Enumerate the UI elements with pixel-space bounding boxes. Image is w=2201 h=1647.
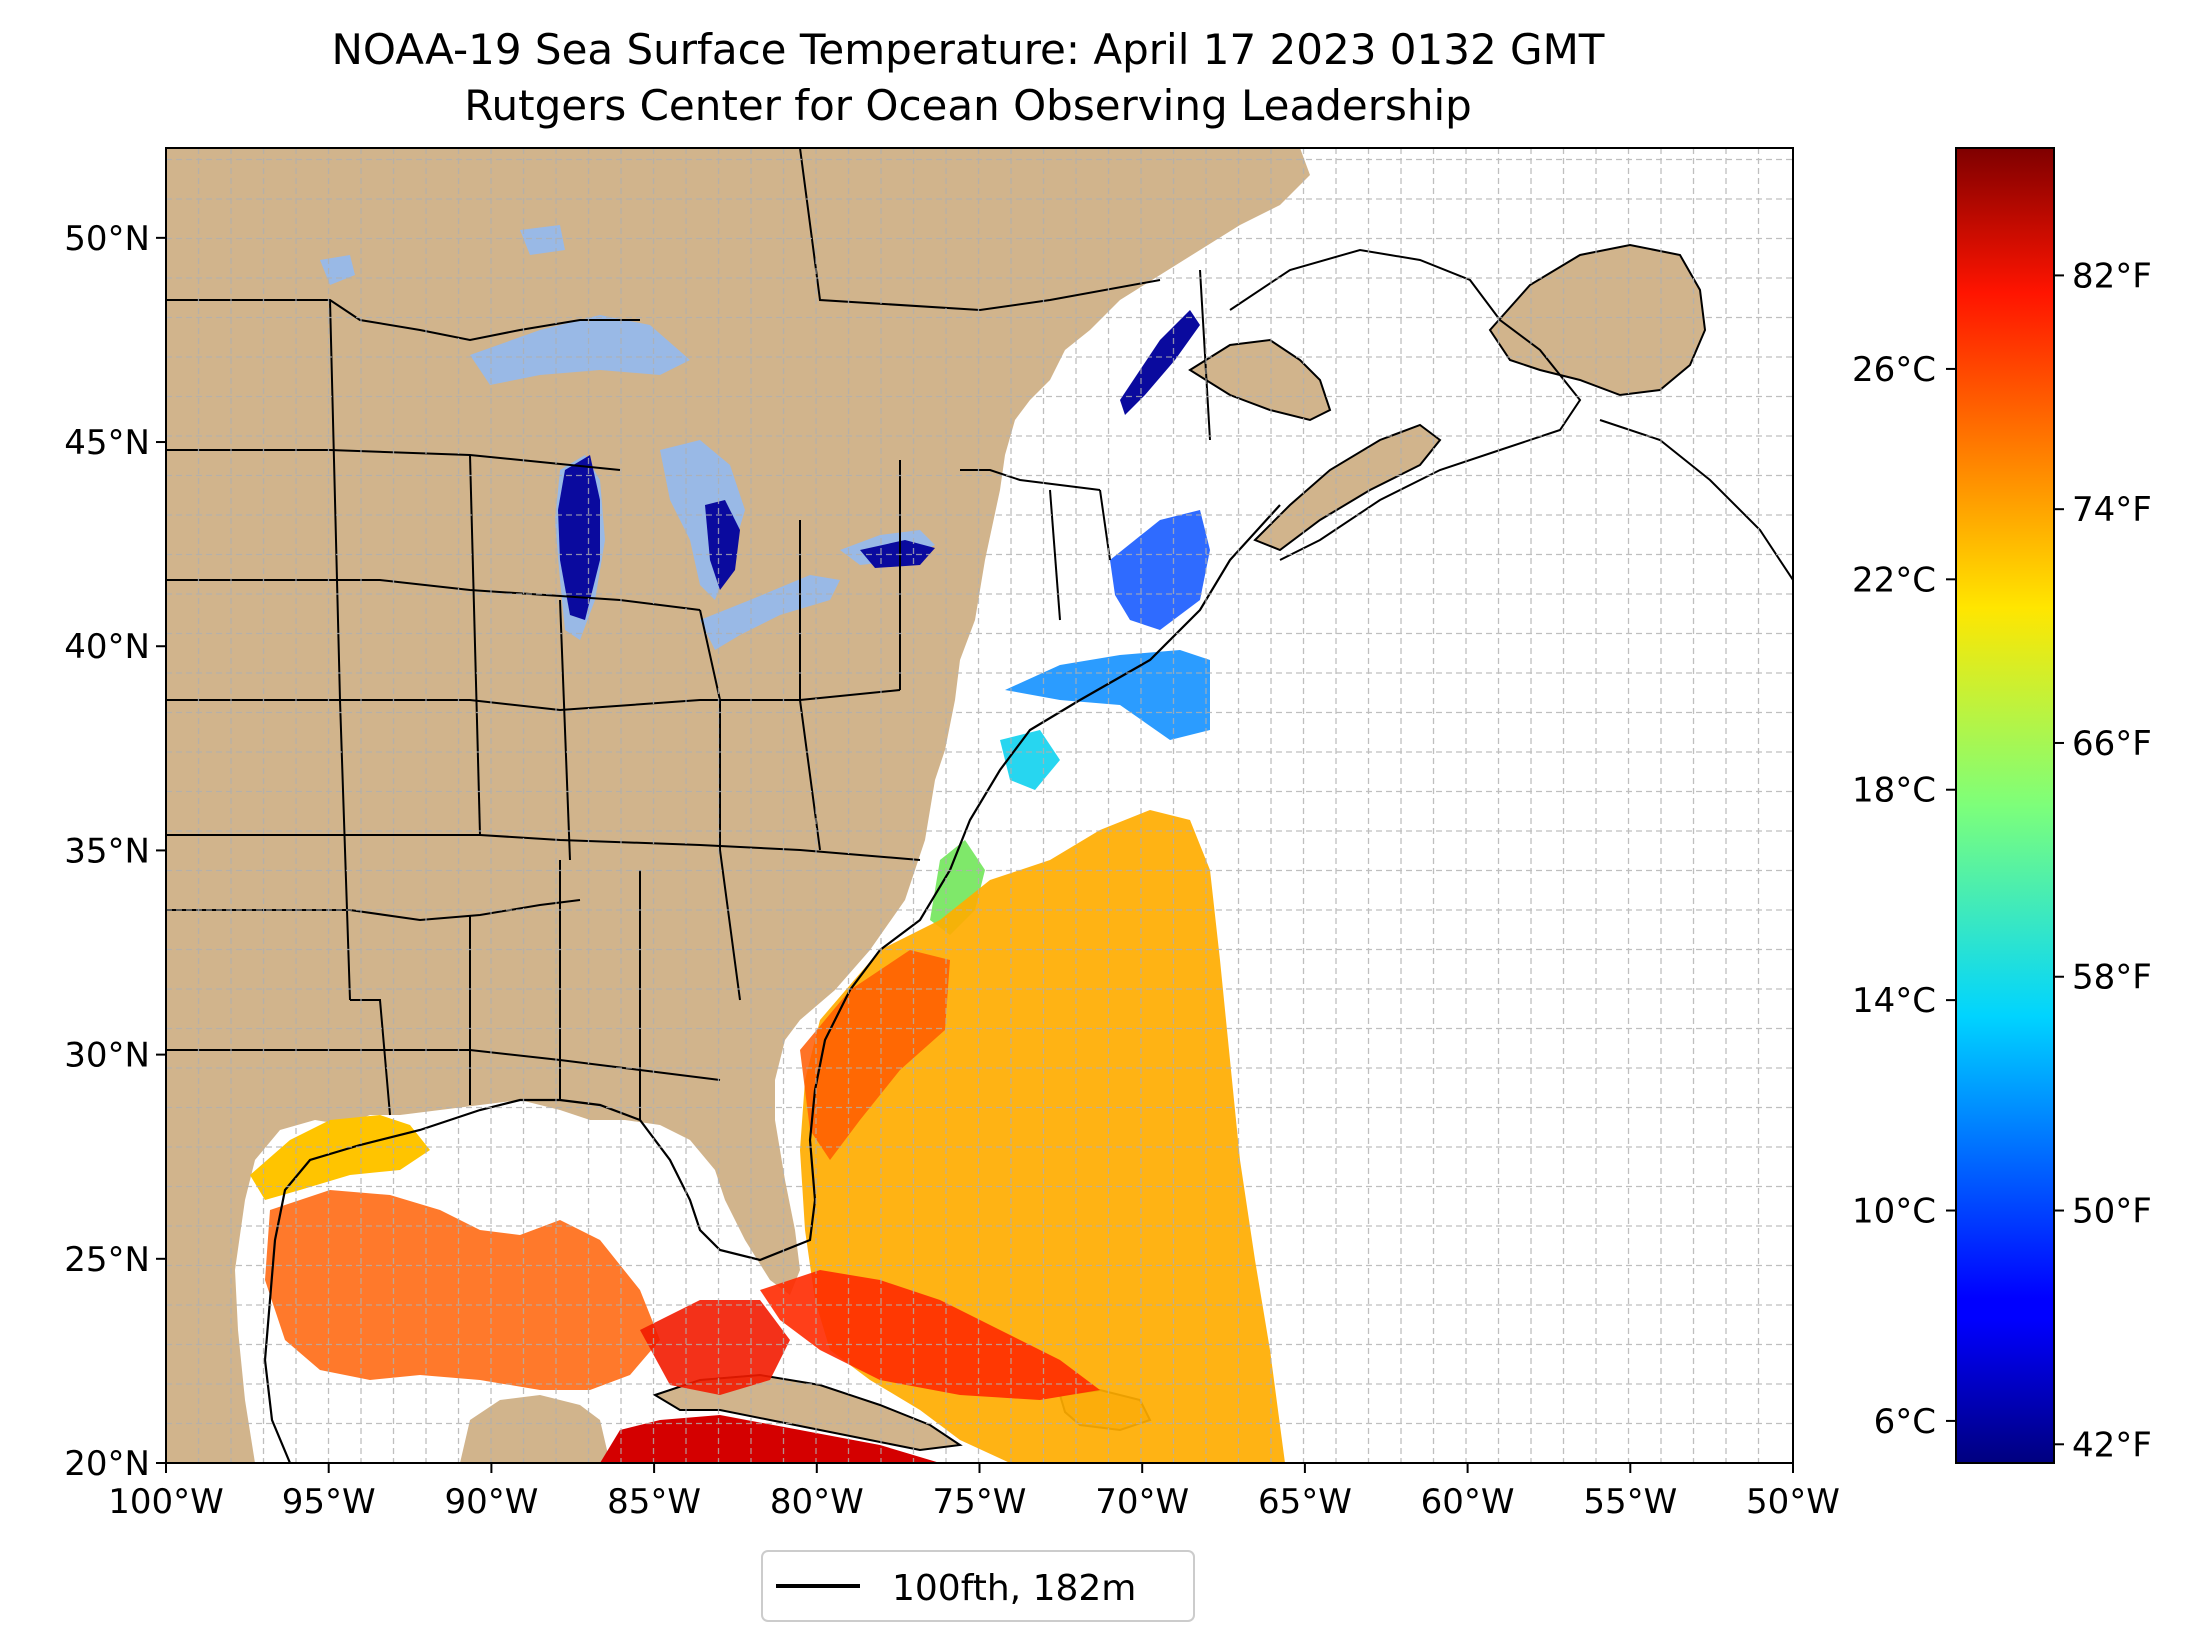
political-boundaries	[166, 148, 1211, 1120]
colorbar-c-tick-label: 10°C	[1852, 1192, 1936, 1232]
title-line-2: Rutgers Center for Ocean Observing Leade…	[464, 81, 1472, 130]
colorbar-c-tick-label: 22°C	[1852, 560, 1936, 600]
x-tick-label: 95°W	[282, 1482, 376, 1522]
sst-gulf-of-maine	[1110, 510, 1210, 630]
x-tick-label: 75°W	[933, 1482, 1027, 1522]
cold-water-patches	[558, 310, 1200, 620]
colorbar-f-tick-label: 58°F	[2072, 958, 2152, 998]
colorbar-c-tick-label: 18°C	[1852, 771, 1936, 811]
legend-box	[761, 1550, 1195, 1622]
isobath-canada	[1229, 248, 1582, 561]
colorbar-f-tick-label: 66°F	[2072, 724, 2152, 764]
x-tick-label: 90°W	[444, 1482, 538, 1522]
sst-shelf-slope	[1000, 730, 1060, 790]
y-tick-label: 45°N	[64, 423, 150, 463]
y-axis-ticks: 20°N 25°N 30°N 35°N 40°N 45°N 50°N	[64, 219, 166, 1484]
y-tick-label: 35°N	[64, 831, 150, 871]
colorbar-f-tick-label: 50°F	[2072, 1192, 2152, 1232]
x-tick-label: 100°W	[108, 1482, 224, 1522]
colorbar-c-tick-label: 6°C	[1874, 1402, 1936, 1442]
legend-label: 100fth, 182m	[892, 1568, 1136, 1609]
y-tick-label: 50°N	[64, 219, 150, 259]
x-tick-label: 70°W	[1095, 1482, 1189, 1522]
legend: 100fth, 182m	[761, 1550, 1195, 1622]
isobath-grand-banks	[1599, 419, 1793, 581]
sst-gulf-mexico-orange	[265, 1190, 660, 1390]
land-north-america	[166, 148, 1310, 1463]
colorbar	[1955, 147, 2055, 1464]
land-yucatan	[460, 1395, 610, 1463]
map-panel	[166, 148, 1793, 1463]
y-tick-label: 25°N	[64, 1240, 150, 1280]
sst-caribbean-red	[600, 1415, 940, 1463]
land-maritimes	[1188, 338, 1332, 422]
colorbar-fahrenheit-ticks: 42°F 50°F 58°F 66°F 74°F 82°F	[2054, 256, 2152, 1465]
y-tick-label: 20°N	[64, 1444, 150, 1484]
land-nova-scotia	[1253, 423, 1442, 552]
colorbar-f-tick-label: 82°F	[2072, 256, 2152, 296]
x-tick-label: 80°W	[770, 1482, 864, 1522]
x-tick-label: 85°W	[607, 1482, 701, 1522]
sst-florida-straits	[640, 1300, 790, 1395]
x-tick-label: 50°W	[1746, 1482, 1840, 1522]
colorbar-f-tick-label: 42°F	[2072, 1425, 2152, 1465]
x-tick-label: 60°W	[1421, 1482, 1515, 1522]
x-tick-label: 65°W	[1258, 1482, 1352, 1522]
x-tick-label: 55°W	[1583, 1482, 1677, 1522]
title-line-1: NOAA-19 Sea Surface Temperature: April 1…	[332, 25, 1605, 74]
y-tick-label: 30°N	[64, 1036, 150, 1076]
isobath-100fth	[263, 504, 1281, 1463]
colorbar-f-tick-label: 74°F	[2072, 490, 2152, 530]
sst-bahamas-red	[760, 1270, 1100, 1400]
colorbar-celsius-ticks: 6°C 10°C 14°C 18°C 22°C 26°C	[1852, 350, 1956, 1442]
y-tick-label: 40°N	[64, 627, 150, 667]
x-axis-ticks: 100°W 95°W 90°W 85°W 80°W 75°W 70°W 65°W 60°W 55°…	[108, 1463, 1840, 1522]
gridlines	[166, 148, 1793, 1463]
colorbar-c-tick-label: 14°C	[1852, 981, 1936, 1021]
colorbar-c-tick-label: 26°C	[1852, 350, 1936, 390]
